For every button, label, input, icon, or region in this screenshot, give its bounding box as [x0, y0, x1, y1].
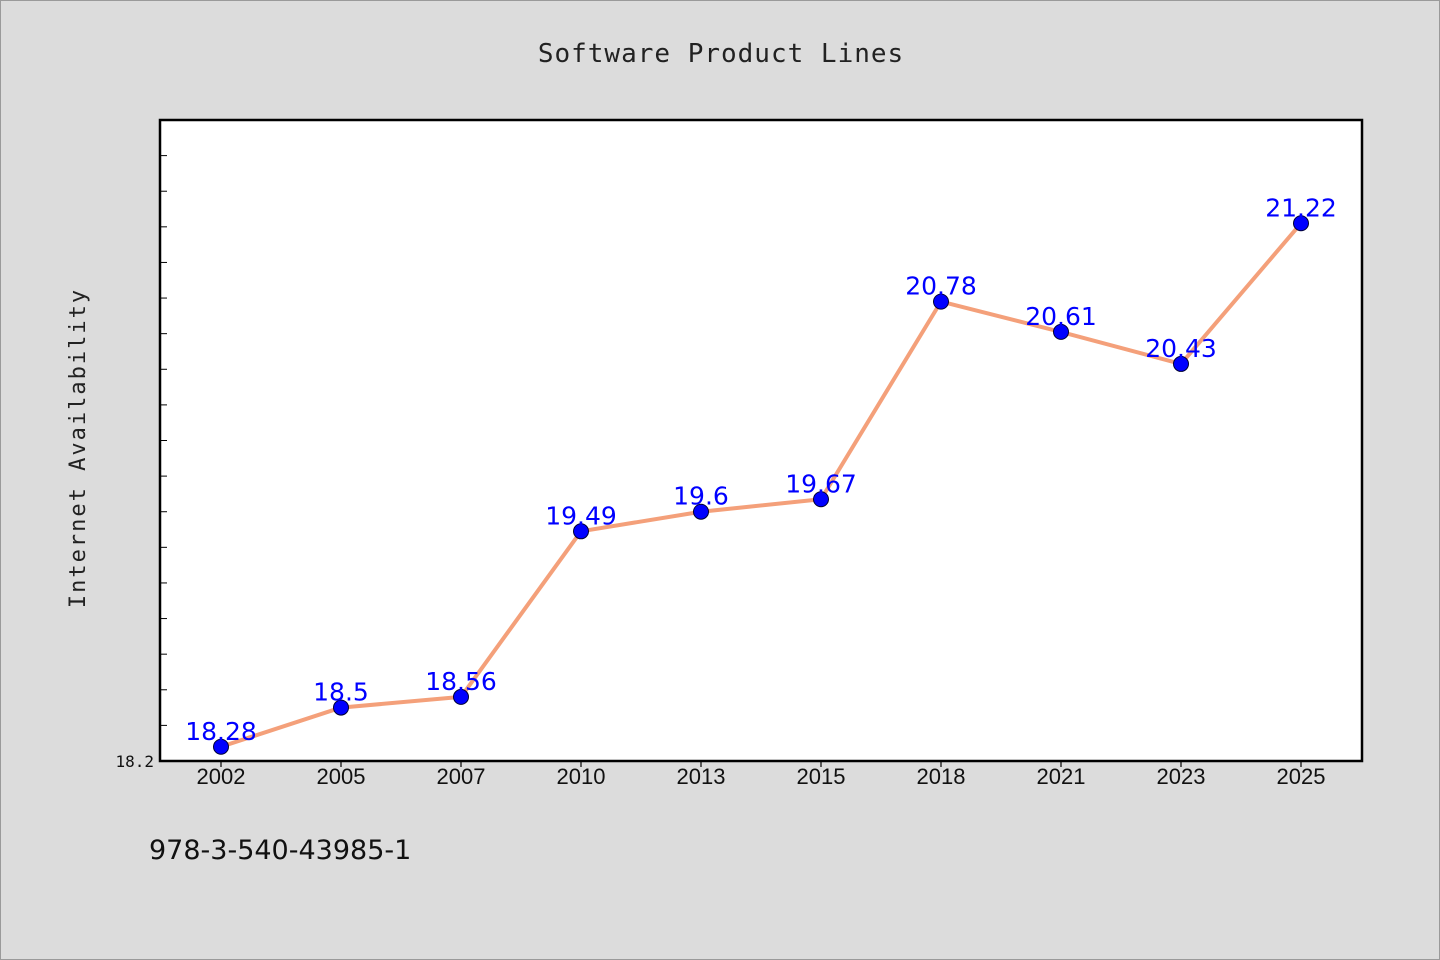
- data-point-marker: [693, 503, 709, 520]
- data-label: 20.78: [905, 272, 977, 301]
- axis-ticks: 18.2 2002 2005 2007 2010 2013 2015 2018 2021 2023…: [115, 155, 1326, 789]
- data-label: 19.6: [673, 482, 729, 511]
- series-line: [219, 221, 1303, 749]
- data-label: 19.67: [785, 469, 857, 498]
- data-point-marker: [573, 523, 589, 540]
- chart-title: Software Product Lines: [538, 39, 904, 69]
- x-tick-label: 2025: [1277, 764, 1326, 789]
- x-tick-label: 2013: [677, 764, 726, 789]
- data-labels: 18.28 18.5 18.56 19.49 19.6 19.67 20.78 20.61 20…: [185, 193, 1337, 745]
- data-label: 20.61: [1025, 302, 1097, 331]
- data-point-marker: [813, 491, 829, 508]
- plot-frame: [158, 118, 1364, 763]
- x-tick-label: 2018: [917, 764, 966, 789]
- data-label: 18.28: [185, 717, 257, 746]
- data-label: 19.49: [545, 501, 617, 530]
- x-tick-label: 2002: [197, 764, 246, 789]
- y-axis-label: Internet Availability: [66, 288, 91, 608]
- x-tick-label: 2010: [557, 764, 606, 789]
- x-tick-label: 2005: [317, 764, 366, 789]
- series-line-group: [219, 221, 1303, 749]
- data-point-marker: [1053, 323, 1069, 340]
- data-point-marker: [213, 738, 229, 755]
- x-tick-label: 2023: [1157, 764, 1206, 789]
- data-point-marker: [933, 293, 949, 310]
- data-point-marker: [1173, 355, 1189, 372]
- x-tick-label: 2007: [437, 764, 486, 789]
- series-markers: [213, 215, 1309, 755]
- footnote-isbn: 978-3-540-43985-1: [149, 835, 412, 866]
- data-point-marker: [453, 688, 469, 705]
- x-tick-label: 2015: [797, 764, 846, 789]
- data-label: 20.43: [1145, 334, 1217, 363]
- data-label: 18.56: [425, 667, 497, 696]
- data-point-marker: [333, 699, 349, 716]
- y-tick-label: 18.2: [115, 752, 154, 771]
- plot-area: [160, 120, 1362, 761]
- data-label: 18.5: [313, 678, 369, 707]
- data-point-marker: [1293, 215, 1309, 232]
- data-label: 21.22: [1265, 193, 1337, 222]
- x-tick-label: 2021: [1037, 764, 1086, 789]
